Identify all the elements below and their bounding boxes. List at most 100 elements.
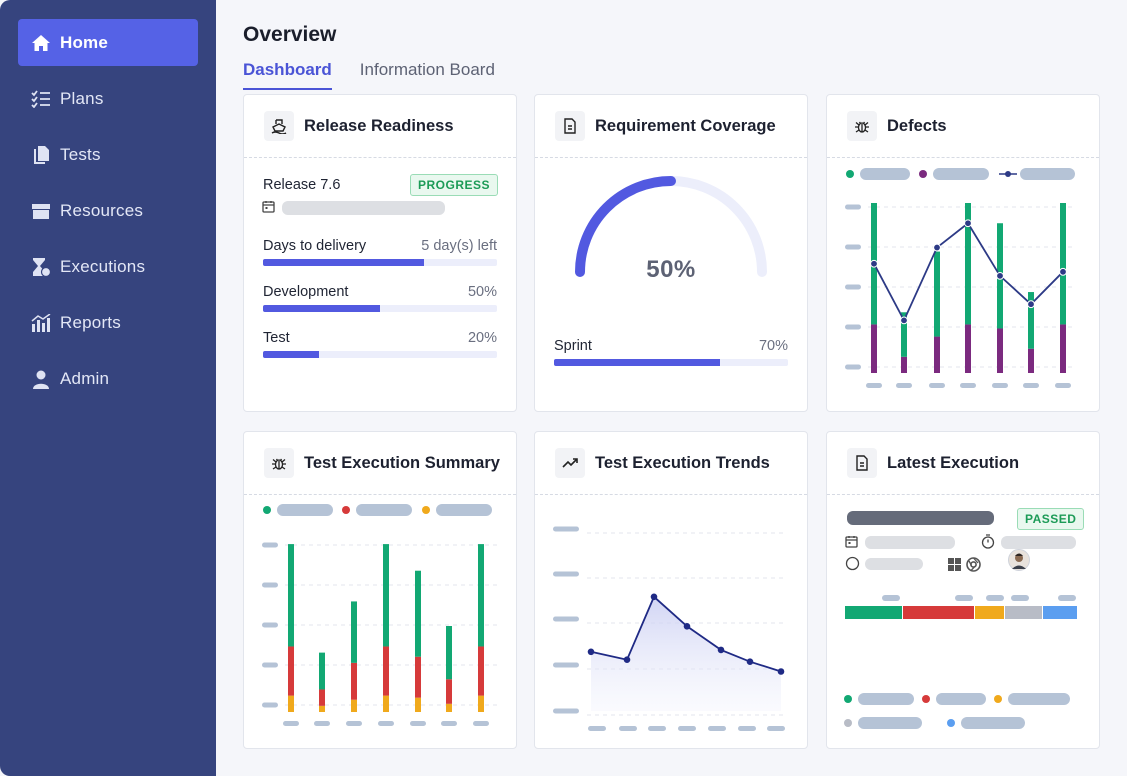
status-badge: PASSED	[1017, 508, 1085, 530]
avatar	[1008, 549, 1030, 571]
bar-segment	[351, 699, 357, 712]
segment-label	[1058, 595, 1076, 601]
row-value: 5 day(s) left	[421, 238, 497, 254]
y-tick-label	[262, 622, 278, 628]
legend-label	[961, 717, 1025, 729]
sidebar-item-executions[interactable]: Executions	[18, 243, 198, 290]
progress-row: Days to delivery 5 day(s) left	[263, 238, 497, 254]
data-point	[870, 259, 878, 268]
calendar-icon	[845, 535, 858, 553]
bar-segment	[997, 328, 1003, 373]
sidebar-item-plans[interactable]: Plans	[18, 75, 198, 122]
latest-execution-card: Latest Execution PASSED	[826, 431, 1100, 749]
legend-label	[277, 504, 333, 516]
summary-chart	[262, 542, 500, 726]
bar-chart-icon	[31, 313, 51, 333]
data-point	[900, 316, 908, 325]
progress-track	[263, 259, 497, 266]
bar-segment	[351, 662, 357, 700]
bar-segment	[319, 705, 325, 712]
bug-icon	[847, 111, 877, 141]
bar-segment	[415, 697, 421, 712]
bar-segment	[1060, 203, 1066, 325]
sidebar-item-resources[interactable]: Resources	[18, 187, 198, 234]
x-tick-label	[314, 721, 330, 726]
coverage-gauge	[575, 176, 767, 277]
data-point	[1059, 267, 1067, 276]
data-point	[683, 623, 691, 630]
documents-icon	[31, 145, 51, 165]
checklist-icon	[31, 89, 51, 109]
defects-chart	[845, 203, 1075, 388]
environment-placeholder	[865, 558, 923, 570]
bar-segment	[288, 695, 294, 712]
bar-segment	[319, 689, 325, 706]
bar-segment	[478, 695, 484, 712]
stopwatch-icon	[981, 534, 995, 554]
sidebar-item-label: Tests	[60, 144, 101, 164]
sidebar-item-label: Plans	[60, 88, 104, 108]
bar-segment	[351, 601, 357, 663]
legend-label	[1020, 168, 1075, 180]
ship-icon	[264, 111, 294, 141]
sidebar-item-reports[interactable]: Reports	[18, 299, 198, 346]
card-header: Test Execution Summary	[244, 432, 516, 495]
bar-segment	[415, 570, 421, 657]
segment-label	[1011, 595, 1029, 601]
bar-segment	[934, 336, 940, 373]
bar-segment	[965, 324, 971, 373]
tab-dashboard[interactable]: Dashboard	[243, 60, 332, 90]
progress-track	[263, 351, 497, 358]
x-tick-label	[619, 726, 637, 731]
legend-dot	[422, 506, 430, 514]
sidebar-item-label: Reports	[60, 312, 121, 332]
requirement-coverage-card: Requirement Coverage 50% Sprint 70%	[534, 94, 808, 412]
y-tick-label	[845, 244, 861, 250]
data-point	[717, 646, 725, 654]
legend-label	[860, 168, 910, 180]
progress-fill	[263, 351, 320, 358]
page-title: Overview	[243, 23, 337, 46]
bar-segment	[901, 312, 907, 357]
tab-information-board[interactable]: Information Board	[359, 60, 495, 79]
sprint-value: 70%	[758, 338, 788, 354]
x-tick-label	[767, 726, 785, 731]
progress-fill	[263, 259, 425, 266]
legend-dot	[844, 695, 852, 703]
x-tick-label	[866, 383, 882, 388]
legend-label	[356, 504, 412, 516]
x-tick-label	[1023, 383, 1039, 388]
user-icon	[31, 369, 51, 389]
sidebar-item-tests[interactable]: Tests	[18, 131, 198, 178]
sidebar-item-admin[interactable]: Admin	[18, 355, 198, 402]
y-tick-label	[845, 284, 861, 290]
row-value: 20%	[467, 330, 497, 346]
x-tick-label	[588, 726, 606, 731]
legend-line-icon	[999, 171, 1017, 177]
row-label: Test	[263, 330, 290, 346]
calendar-icon	[262, 200, 275, 218]
y-tick-label	[262, 662, 278, 668]
bar-segment	[383, 544, 389, 647]
legend-dot	[922, 695, 930, 703]
sidebar-item-home[interactable]: Home	[18, 19, 198, 66]
card-body: PASSED	[827, 495, 1099, 749]
card-header: Test Execution Trends	[535, 432, 807, 495]
row-label: Days to delivery	[263, 238, 367, 254]
legend-dot	[342, 506, 350, 514]
data-point	[777, 668, 785, 675]
gauge-fill	[575, 176, 676, 277]
sidebar-item-label: Resources	[60, 200, 144, 220]
x-tick-label	[1055, 383, 1071, 388]
card-title: Test Execution Trends	[595, 453, 770, 472]
data-point	[933, 243, 941, 252]
x-tick-label	[346, 721, 362, 726]
y-tick-label	[553, 616, 579, 622]
segment-label	[986, 595, 1004, 601]
y-tick-label	[845, 364, 861, 370]
hourglass-icon	[31, 257, 51, 277]
x-tick-label	[410, 721, 426, 726]
bar-segment	[965, 203, 971, 325]
bar-segment	[415, 656, 421, 698]
sprint-label: Sprint	[554, 338, 592, 354]
